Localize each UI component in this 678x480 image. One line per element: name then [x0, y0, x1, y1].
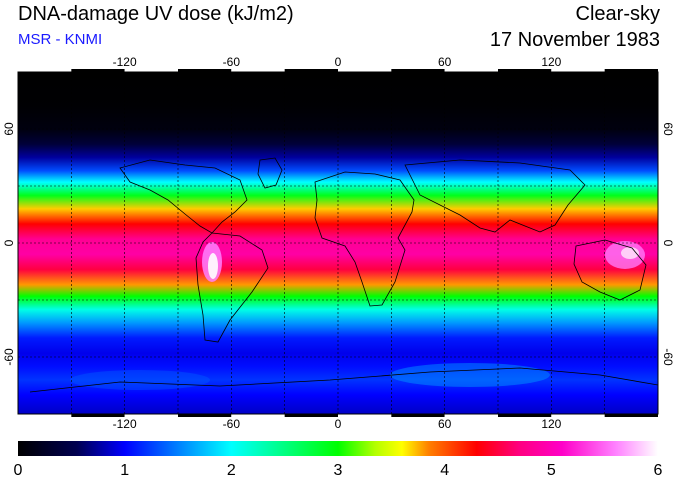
- frame-bar-top: [498, 69, 552, 72]
- greenland-coast: [257, 157, 283, 189]
- frame-bar-bottom: [604, 414, 658, 417]
- asia-coast: [404, 159, 586, 233]
- colorbar-tick-label: 0: [14, 462, 23, 479]
- andes-peak: [208, 253, 218, 279]
- lon-tick-label-bottom: -60: [223, 417, 241, 431]
- frame-bar-bottom: [338, 414, 392, 417]
- frame-bar-top: [178, 69, 232, 72]
- lat-tick-label-left: 0: [2, 239, 16, 246]
- colorbar-tick-label: 5: [547, 462, 556, 479]
- lat-tick-label-right: 0: [661, 240, 675, 247]
- lon-tick-label-top: 60: [438, 55, 452, 69]
- frame-bar-top: [18, 69, 72, 72]
- antarctica-coast: [29, 367, 658, 393]
- frame-bar-bottom: [444, 414, 498, 417]
- lon-tick-label-top: 120: [541, 55, 561, 69]
- antarctic-enhancement: [390, 363, 550, 387]
- frame-bar-top: [444, 69, 498, 72]
- longitude-frame-bars: [18, 69, 658, 417]
- colorbar-labels: 0 1 2 3 4 5 6: [14, 462, 663, 479]
- frame-bar-bottom: [18, 414, 72, 417]
- frame-bar-top: [71, 69, 125, 72]
- frame-bar-bottom: [124, 414, 178, 417]
- colorbar: [18, 441, 658, 456]
- map-title: DNA-damage UV dose (kJ/m2): [18, 3, 294, 25]
- lat-tick-label-left: 60: [2, 122, 16, 136]
- north-america-coast: [119, 159, 248, 234]
- frame-bar-bottom: [391, 414, 445, 417]
- frame-bar-top: [391, 69, 445, 72]
- lon-tick-label-top: 0: [335, 55, 342, 69]
- africa-europe-coast: [314, 171, 415, 307]
- lat-tick-label-right: 60: [661, 122, 675, 136]
- frame-bar-top: [124, 69, 178, 72]
- frame-bar-bottom: [231, 414, 285, 417]
- lon-tick-label-bottom: 120: [541, 417, 561, 431]
- lon-tick-label-bottom: -120: [113, 417, 137, 431]
- graticule: [18, 72, 658, 414]
- coastlines: [29, 157, 658, 393]
- date-label: 17 November 1983: [489, 29, 660, 51]
- lon-tick-label-bottom: 60: [438, 417, 452, 431]
- colorbar-tick-label: 2: [227, 462, 236, 479]
- frame-bar-top: [604, 69, 658, 72]
- south-america-coast: [195, 232, 269, 343]
- australia-peak: [621, 247, 639, 259]
- lon-tick-label-top: -60: [223, 55, 241, 69]
- frame-bar-bottom: [284, 414, 338, 417]
- source-label: MSR - KNMI: [18, 31, 103, 48]
- lat-tick-label-left: -60: [2, 348, 16, 366]
- regional-features: [18, 72, 658, 414]
- frame-bar-bottom: [551, 414, 605, 417]
- frame-bar-bottom: [71, 414, 125, 417]
- frame-bar-top: [551, 69, 605, 72]
- colorbar-tick-label: 1: [120, 462, 129, 479]
- frame-bar-top: [338, 69, 392, 72]
- frame-bar-top: [284, 69, 338, 72]
- frame-bar-top: [231, 69, 285, 72]
- axis-tick-labels: -120 -120 -60 -60 0 0 60 60 120 120 60 60 0 0 -60 -60: [2, 55, 675, 431]
- colorbar-tick-label: 6: [654, 462, 663, 479]
- colorbar-tick-label: 4: [440, 462, 449, 479]
- frame-bar-bottom: [498, 414, 552, 417]
- lon-tick-label-top: -120: [113, 55, 137, 69]
- frame-bar-bottom: [178, 414, 232, 417]
- map-frame: [17, 71, 659, 415]
- sky-condition-label: Clear-sky: [575, 3, 660, 25]
- lon-tick-label-bottom: 0: [335, 417, 342, 431]
- colorbar-tick-label: 3: [334, 462, 343, 479]
- australia-coast: [573, 239, 647, 301]
- antarctic-enhancement-west: [70, 370, 210, 390]
- lat-tick-label-right: -60: [661, 348, 675, 366]
